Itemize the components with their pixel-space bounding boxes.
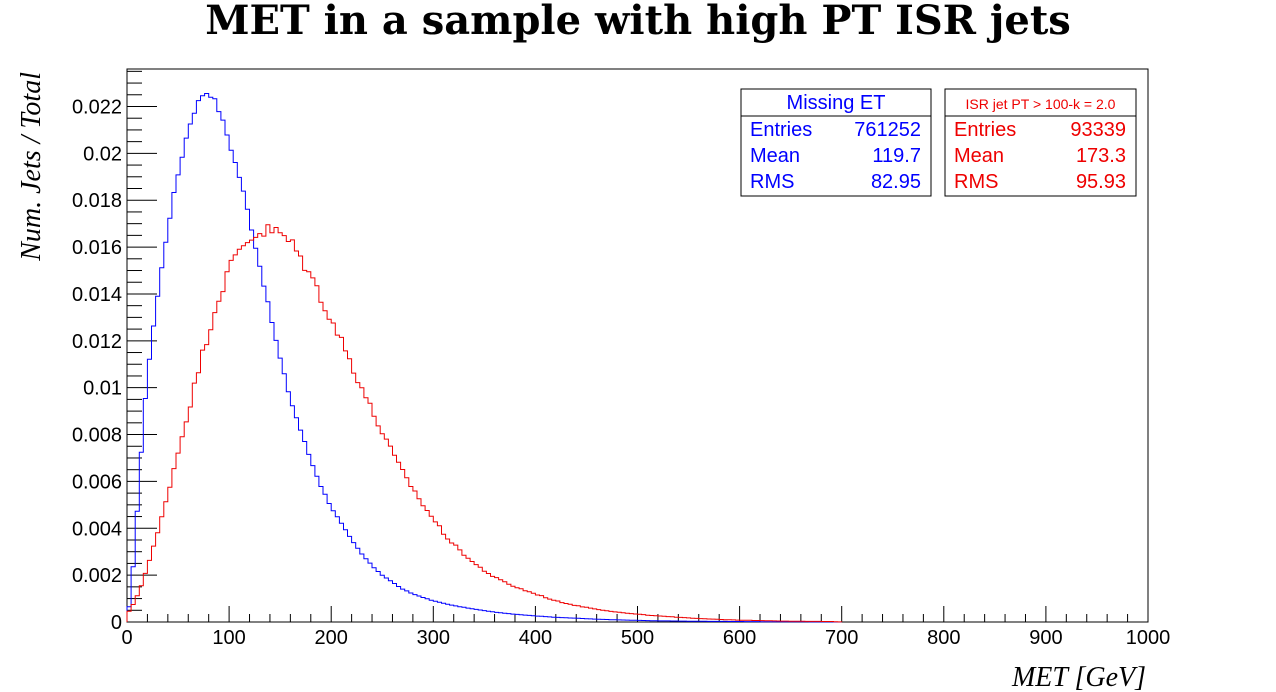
stats-value-entries: 761252 xyxy=(854,119,921,141)
stats-box-title: ISR jet PT > 100-k = 2.0 xyxy=(966,96,1116,112)
chart-title: MET in a sample with high PT ISR jets xyxy=(205,0,1071,44)
stats-box xyxy=(944,88,1137,197)
stats-label-entries: Entries xyxy=(954,119,1016,141)
x-tick-label: 400 xyxy=(519,627,552,649)
x-tick-label: 1000 xyxy=(1126,627,1171,649)
y-axis-ticks xyxy=(127,70,157,623)
stats-boxes: Missing ET Entries 761252 Mean 119.7 RMS 82.95… xyxy=(740,88,1137,197)
y-tick-label: 0.014 xyxy=(72,284,122,306)
stats-label-rms: RMS xyxy=(954,171,998,193)
y-tick-label: 0.008 xyxy=(72,425,122,447)
y-axis-tick-labels: 0 0.002 0.004 0.006 0.008 0.01 0.012 0.014 0.016… xyxy=(72,96,122,634)
histogram-series xyxy=(126,93,843,623)
series-line-missing-et xyxy=(126,93,842,623)
stats-label-rms: RMS xyxy=(750,171,794,193)
stats-value-entries: 93339 xyxy=(1070,119,1126,141)
y-tick-label: 0.006 xyxy=(72,471,122,493)
x-tick-label: 600 xyxy=(723,627,756,649)
y-tick-label: 0.016 xyxy=(72,237,122,259)
y-tick-label: 0.018 xyxy=(72,190,122,212)
y-tick-label: 0.022 xyxy=(72,96,122,118)
x-tick-label: 700 xyxy=(825,627,858,649)
x-tick-label: 800 xyxy=(927,627,960,649)
stats-value-rms: 95.93 xyxy=(1076,171,1126,193)
stats-value-mean: 173.3 xyxy=(1076,145,1126,167)
x-tick-label: 200 xyxy=(315,627,348,649)
stats-value-rms: 82.95 xyxy=(871,171,921,193)
y-tick-label: 0.012 xyxy=(72,331,122,353)
y-axis-title: Num. Jets / Total xyxy=(16,72,47,262)
stats-label-entries: Entries xyxy=(750,119,812,141)
x-tick-label: 100 xyxy=(212,627,245,649)
x-axis-title: MET [GeV] xyxy=(1011,662,1146,692)
stats-value-mean: 119.7 xyxy=(872,145,921,167)
y-tick-label: 0.004 xyxy=(72,518,122,540)
x-axis-ticks xyxy=(126,606,1149,622)
stats-box-title: Missing ET xyxy=(787,92,886,114)
x-tick-label: 500 xyxy=(621,627,654,649)
x-tick-label: 0 xyxy=(121,627,132,649)
y-tick-label: 0.002 xyxy=(72,565,122,587)
y-tick-label: 0.01 xyxy=(83,378,122,400)
y-tick-label: 0.02 xyxy=(83,143,122,165)
x-tick-label: 900 xyxy=(1029,627,1062,649)
x-tick-label: 300 xyxy=(417,627,450,649)
stats-label-mean: Mean xyxy=(750,145,800,167)
stats-box xyxy=(740,88,932,197)
x-axis-tick-labels: 0 100 200 300 400 500 600 700 800 900 1000 xyxy=(121,627,1170,649)
stats-label-mean: Mean xyxy=(954,145,1004,167)
series-line-isr-jet xyxy=(126,224,843,623)
y-tick-label: 0 xyxy=(111,612,122,634)
